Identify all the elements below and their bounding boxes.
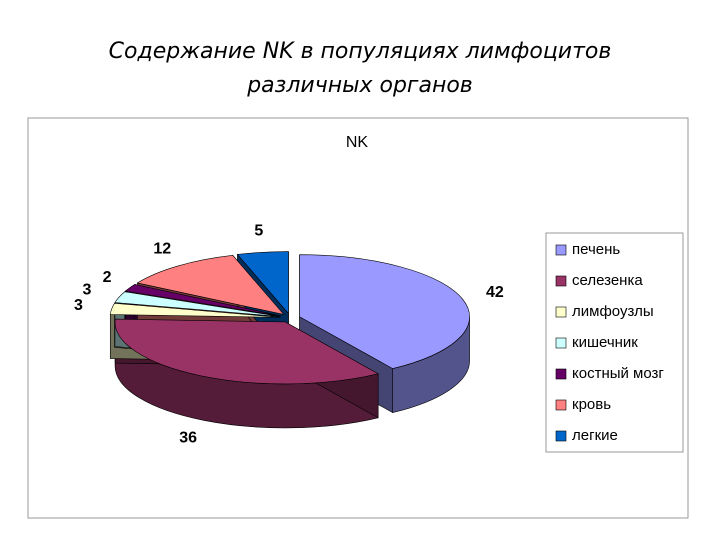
legend-frame [545,232,684,453]
legend-label: печень [572,241,620,258]
data-label: 42 [486,284,504,301]
pie-slice [136,255,285,315]
legend-swatch [555,399,567,411]
legend-swatch [555,306,567,318]
pie-slice [114,318,379,385]
legend-swatch [555,244,567,256]
legend-label: кровь [572,396,611,413]
legend-swatch [555,430,567,442]
legend-swatch [555,368,567,380]
slide-title-line: Содержание NK в популяциях лимфоцитов [109,39,612,64]
data-label: 2 [103,269,112,286]
slide-title-line: различных органов [246,73,473,98]
pie-slice [299,254,470,369]
data-label: 5 [254,222,263,239]
pie-slice [109,303,281,318]
legend-label: кишечник [572,334,638,351]
data-label: 3 [82,282,91,299]
legend-label: селезенка [572,272,643,289]
legend-label: легкие [572,427,618,444]
pie-slice [236,251,289,315]
data-label: 3 [74,297,83,314]
legend-swatch [555,275,567,287]
legend-label: лимфоузлы [572,303,654,320]
legend-label: костный мозг [572,365,664,382]
pie-slice [114,291,281,317]
chart-title: NK [346,134,369,151]
data-label: 12 [153,240,171,257]
data-label: 36 [179,429,197,446]
legend-swatch [555,337,567,349]
pie-slice [124,284,282,317]
